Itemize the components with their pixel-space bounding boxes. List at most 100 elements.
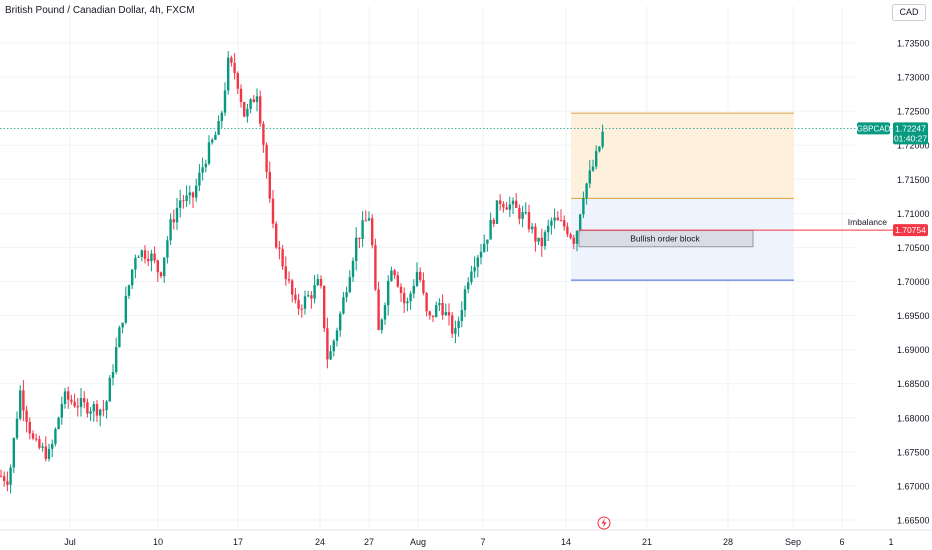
candle-body (47, 448, 51, 459)
candle-body (12, 438, 15, 468)
candle-body (348, 277, 351, 293)
x-tick-label: 21 (642, 537, 652, 547)
candle-body (211, 139, 214, 143)
candle-body (374, 245, 377, 290)
candle-body (454, 328, 457, 334)
chart-title: British Pound / Canadian Dollar, 4h, FXC… (5, 5, 195, 16)
candle-body (377, 289, 380, 331)
candle-body (150, 253, 153, 262)
candle-body (95, 404, 99, 416)
candle-body (406, 301, 409, 304)
candle-body (585, 183, 588, 198)
candle-body (515, 200, 518, 208)
candle-body (412, 285, 415, 294)
x-tick-label: 17 (233, 537, 243, 547)
candle-body (527, 212, 531, 230)
candle-body (6, 481, 9, 485)
candle-body (105, 401, 108, 410)
candle-body (185, 195, 188, 201)
candle-body (431, 315, 435, 318)
candle-body (179, 200, 182, 208)
candle-body (575, 231, 579, 244)
candle-body (508, 204, 511, 210)
candle-body (425, 293, 428, 312)
candle-body (271, 198, 275, 224)
candle-body (63, 391, 67, 405)
candle-body (25, 410, 28, 422)
candle-body (115, 347, 118, 372)
x-tick-label: 7 (480, 537, 485, 547)
y-tick-label: 1.70500 (897, 243, 930, 253)
candle-body (76, 406, 79, 408)
candle-body (409, 293, 412, 302)
candle-body (361, 220, 364, 239)
candle-body (463, 289, 467, 311)
candle-body (207, 142, 211, 164)
candle-body (380, 319, 383, 331)
candle-body (598, 146, 601, 152)
candle-body (233, 62, 236, 74)
candle-body (262, 123, 265, 145)
candle-body (531, 226, 534, 230)
candle-body (335, 330, 339, 341)
candle-body (204, 163, 207, 168)
last-price-tag (893, 122, 928, 145)
candle-body (195, 185, 198, 198)
y-tick-label: 1.69000 (897, 345, 930, 355)
candle-body (495, 200, 499, 224)
candle-body (111, 371, 115, 378)
candle-body (556, 217, 559, 221)
candle-body (60, 404, 63, 418)
candle-body (22, 390, 25, 411)
candle-body (582, 197, 585, 215)
y-tick-label: 1.68000 (897, 413, 930, 423)
candle-body (156, 260, 159, 273)
candle-body (419, 271, 422, 280)
y-tick-label: 1.70000 (897, 277, 930, 287)
candle-body (521, 212, 524, 219)
candle-body (230, 57, 233, 63)
candle-body (396, 275, 399, 287)
candle-body (214, 134, 217, 140)
candle-body (137, 256, 140, 258)
currency-button[interactable]: CAD (892, 4, 926, 21)
candle-body (329, 351, 332, 360)
candle-body (364, 220, 367, 222)
position-zones (571, 112, 794, 281)
candle-body (428, 311, 431, 316)
candle-body (310, 295, 313, 299)
lightning-icon[interactable] (597, 516, 611, 530)
candle-body (198, 172, 201, 186)
candle-body (278, 247, 281, 249)
target-zone (571, 113, 794, 199)
candle-body (460, 310, 463, 321)
x-tick-label: Jul (64, 537, 76, 547)
candle-body (467, 282, 470, 290)
last-price-value: 1.72247 (895, 123, 926, 133)
candle-body (358, 237, 361, 239)
candle-body (399, 286, 403, 294)
candle-body (307, 295, 310, 297)
candle-body (102, 409, 105, 411)
candle-body (326, 328, 329, 360)
candle-body (492, 219, 495, 224)
candle-body (332, 340, 335, 352)
candle-body (201, 167, 204, 173)
candle-body (252, 99, 255, 103)
candle-body (159, 272, 163, 277)
candle-body (294, 294, 297, 300)
grid (0, 6, 855, 530)
candle-body (563, 220, 566, 227)
candle-body (275, 223, 278, 248)
candle-body (67, 391, 70, 400)
candle-body (534, 226, 537, 242)
candle-body (0, 475, 3, 477)
candle-body (124, 295, 127, 323)
candle-body (259, 96, 262, 124)
candle-body (89, 411, 92, 414)
candle-body (572, 237, 575, 244)
candle-body (31, 433, 35, 439)
candle-body (220, 112, 223, 122)
